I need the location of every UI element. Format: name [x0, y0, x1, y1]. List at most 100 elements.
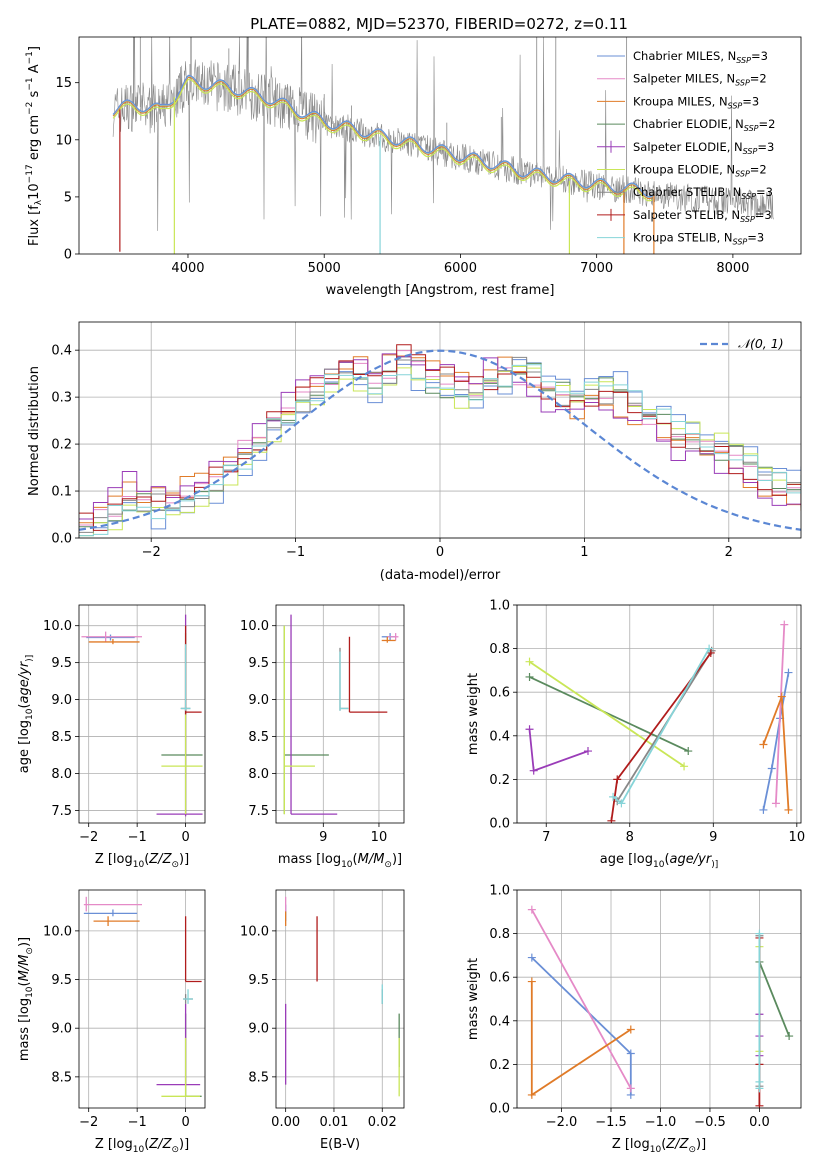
- y-axis-label-part: )]: [17, 937, 32, 947]
- observed-spectrum: [112, 37, 774, 231]
- x-axis-label-part: (: [661, 1137, 666, 1152]
- mass-weight-series: [758, 961, 790, 1037]
- y-tick-label: 8.5: [248, 1070, 269, 1085]
- y-tick-label: 9.5: [51, 656, 72, 671]
- x-tick-label: 10: [371, 830, 388, 845]
- y-axis-label-part: −17: [25, 164, 35, 183]
- y-tick-label: 0.4: [51, 344, 72, 359]
- axes-mass_weight_vs_Z: −2.0 −1.5 −1.0 −0.5 0.0 0.0 0.2 0.4 0.6 0.8 1.0 mas…: [466, 884, 802, 1130]
- legend-label-part: =3: [751, 49, 768, 63]
- data-point-marker: [759, 740, 768, 749]
- x-axis-label: Z [log10(Z/Z⊙)]: [612, 1137, 706, 1155]
- y-tick-label: 0: [64, 248, 72, 263]
- data-point-marker: [529, 766, 538, 775]
- y-axis-label-part: −2: [25, 102, 35, 115]
- y-tick-label: 8.5: [51, 730, 72, 745]
- plot-area-mass_vs_ebv: [285, 896, 400, 1097]
- data-point-marker: [527, 905, 536, 914]
- y-axis-label: mass weight: [466, 673, 481, 755]
- data-point-marker: [755, 1101, 764, 1108]
- x-tick-label: −1.5: [595, 1115, 627, 1130]
- y-tick-label: 0.0: [489, 817, 510, 832]
- legend-label-part: =3: [742, 94, 759, 108]
- x-axis-label-part: )]: [392, 852, 402, 867]
- x-tick-label: 0.00: [271, 1115, 300, 1130]
- y-tick-label: 9.0: [51, 1022, 72, 1037]
- y-tick-label: 7.5: [51, 804, 72, 819]
- x-tick-label: −1: [286, 545, 305, 560]
- y-tick-label: 0.2: [51, 438, 72, 453]
- legend-label-part: SSP: [744, 124, 759, 133]
- x-axis-label-part: (: [353, 852, 358, 867]
- x-tick-label: 1: [580, 545, 588, 560]
- y-axis-label-part: age/yr: [17, 660, 32, 703]
- x-tick-label: −1: [128, 1115, 147, 1130]
- y-tick-label: 0.0: [51, 532, 72, 547]
- legend-label: Chabrier ELODIE, NSSP=2: [633, 117, 775, 133]
- x-axis-label-part: (: [144, 852, 149, 867]
- y-tick-label: 9.5: [248, 656, 269, 671]
- y-axis-label-part: Flux [f: [27, 205, 42, 246]
- y-axis-label-part: ]: [27, 46, 42, 51]
- data-point-marker: [755, 929, 764, 938]
- axes-frame: [275, 889, 405, 1109]
- y-axis-label: age [log10(age/yr)]: [17, 655, 35, 773]
- plot-area-age_vs_Z: [81, 614, 203, 817]
- legend-label: Salpeter ELODIE, NSSP=3: [633, 140, 774, 156]
- legend-label-part: SSP: [735, 170, 750, 179]
- x-tick-label: 7: [542, 830, 550, 845]
- y-tick-label: 1.0: [489, 599, 510, 614]
- data-point-marker: [527, 1090, 536, 1099]
- axes-mass_vs_Z: −2 −1 0 8.5 9.0 9.5 10.0: [43, 889, 206, 1130]
- y-axis-label-part: ⊙: [25, 947, 35, 955]
- data-point-marker: [759, 805, 768, 814]
- legend-label-part: SSP: [735, 79, 750, 88]
- data-point-marker: [767, 764, 776, 773]
- residual-histogram: [79, 359, 801, 537]
- y-tick-label: 8.0: [51, 767, 72, 782]
- legend-label-part: SSP: [743, 147, 758, 156]
- y-tick-label: 0.4: [489, 729, 510, 744]
- x-axis-label-part: )]: [179, 1137, 189, 1152]
- data-point-marker: [527, 953, 536, 962]
- plot-area-mass_weight_vs_age: [525, 620, 793, 823]
- legend-label-part: =3: [747, 231, 764, 245]
- data-point-marker: [705, 644, 714, 653]
- x-axis-label-part: 10: [653, 860, 665, 870]
- legend-label-part: Kroupa STELIB, N: [633, 231, 733, 245]
- y-tick-label: 10: [55, 133, 72, 148]
- y-tick-label: 0.8: [489, 642, 510, 657]
- legend-label-part: Salpeter ELODIE, N: [633, 140, 743, 154]
- legend-label: Chabrier MILES, NSSP=3: [633, 49, 768, 65]
- y-tick-label: 8.5: [51, 1070, 72, 1085]
- mass-weight-series: [531, 956, 632, 1095]
- x-axis-label-part: age [log: [600, 852, 653, 867]
- axes-mass_vs_ebv: 0.00 0.01 0.02 8.5 9.0 9.5 10.0 E(B-V): [240, 889, 405, 1152]
- y-tick-label: 10.0: [240, 924, 269, 939]
- x-axis-label: Z [log10(Z/Z⊙)]: [95, 852, 189, 870]
- x-axis-label-part: )]: [179, 852, 189, 867]
- data-point-marker: [784, 668, 793, 677]
- x-tick-label: 0: [181, 830, 189, 845]
- data-point-marker: [755, 1084, 764, 1093]
- data-point-marker: [607, 816, 616, 823]
- x-axis-label: age [log10(age/yr)]: [600, 852, 718, 870]
- y-axis-label-part: −1: [25, 77, 35, 90]
- y-axis-label-part: s: [27, 90, 42, 101]
- model-spectrum: [112, 78, 653, 202]
- x-tick-label: −2.0: [546, 1115, 578, 1130]
- x-tick-label: 8: [626, 830, 634, 845]
- y-axis-label-part: λ: [34, 199, 44, 205]
- x-axis-label-part: Z [log: [95, 1137, 133, 1152]
- y-tick-label: 10.0: [43, 924, 72, 939]
- y-axis-label-part: −1: [25, 51, 35, 64]
- x-tick-label: 4000: [171, 261, 204, 276]
- x-tick-label: 0: [181, 1115, 189, 1130]
- legend-label-part: SSP: [741, 192, 756, 201]
- data-point-marker: [626, 1049, 635, 1058]
- y-tick-label: 10.0: [240, 619, 269, 634]
- x-axis-label: E(B-V): [320, 1137, 360, 1152]
- x-axis-label-part: 10: [341, 860, 353, 870]
